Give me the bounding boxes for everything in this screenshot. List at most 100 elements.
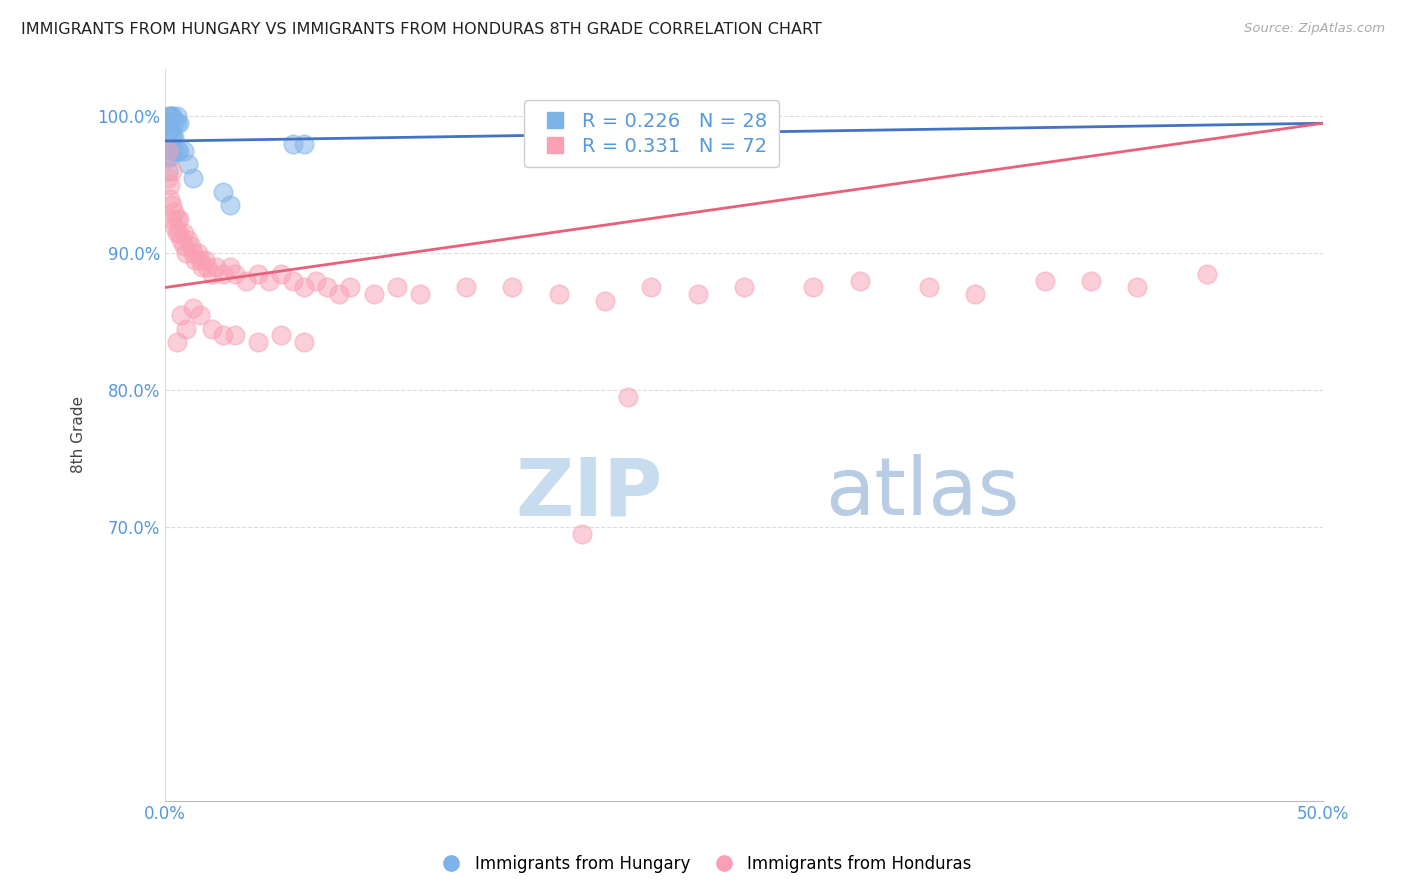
Point	[181, 171, 204, 186]
Point	[160, 110, 183, 124]
Point	[166, 144, 188, 158]
Point	[456, 280, 478, 294]
Point	[167, 116, 190, 130]
Point	[188, 253, 211, 268]
Point	[166, 110, 188, 124]
Point	[259, 274, 281, 288]
Point	[163, 116, 186, 130]
Point	[571, 526, 593, 541]
Point	[385, 280, 408, 294]
Text: ZIP: ZIP	[516, 454, 662, 533]
Point	[187, 246, 209, 260]
Point	[159, 151, 181, 165]
Point	[409, 287, 432, 301]
Point	[640, 280, 662, 294]
Point	[167, 226, 190, 240]
Point	[174, 321, 197, 335]
Point	[212, 328, 235, 343]
Point	[173, 144, 195, 158]
Point	[200, 267, 222, 281]
Point	[328, 287, 350, 301]
Point	[156, 151, 179, 165]
Point	[156, 164, 179, 178]
Point	[281, 136, 304, 151]
Point	[965, 287, 987, 301]
Point	[219, 260, 242, 274]
Point	[160, 110, 183, 124]
Point	[224, 267, 246, 281]
Point	[156, 110, 179, 124]
Point	[270, 328, 292, 343]
Point	[163, 144, 186, 158]
Point	[181, 246, 204, 260]
Point	[848, 274, 870, 288]
Point	[918, 280, 941, 294]
Point	[166, 335, 188, 350]
Point	[205, 260, 228, 274]
Point	[193, 253, 215, 268]
Point	[617, 390, 640, 404]
Point	[235, 274, 257, 288]
Point	[160, 164, 183, 178]
Point	[281, 274, 304, 288]
Text: Source: ZipAtlas.com: Source: ZipAtlas.com	[1244, 22, 1385, 36]
Point	[177, 157, 200, 171]
Legend: Immigrants from Hungary, Immigrants from Honduras: Immigrants from Hungary, Immigrants from…	[427, 848, 979, 880]
Point	[593, 294, 616, 309]
Point	[170, 233, 193, 247]
Point	[159, 116, 181, 130]
Point	[156, 171, 179, 186]
Point	[167, 144, 190, 158]
Point	[1195, 267, 1218, 281]
Text: atlas: atlas	[825, 454, 1019, 533]
Point	[163, 219, 186, 233]
Point	[163, 130, 186, 145]
Point	[363, 287, 385, 301]
Point	[547, 287, 569, 301]
Point	[159, 123, 181, 137]
Point	[270, 267, 292, 281]
Point	[160, 130, 183, 145]
Point	[305, 274, 328, 288]
Point	[188, 308, 211, 322]
Point	[181, 301, 204, 315]
Legend: R = 0.226   N = 28, R = 0.331   N = 72: R = 0.226 N = 28, R = 0.331 N = 72	[524, 100, 779, 168]
Point	[170, 308, 193, 322]
Point	[173, 226, 195, 240]
Text: IMMIGRANTS FROM HUNGARY VS IMMIGRANTS FROM HONDURAS 8TH GRADE CORRELATION CHART: IMMIGRANTS FROM HUNGARY VS IMMIGRANTS FR…	[21, 22, 823, 37]
Point	[200, 321, 222, 335]
Point	[212, 185, 235, 199]
Point	[166, 212, 188, 227]
Point	[1126, 280, 1149, 294]
Point	[159, 192, 181, 206]
Point	[1080, 274, 1102, 288]
Point	[160, 198, 183, 212]
Y-axis label: 8th Grade: 8th Grade	[72, 396, 86, 473]
Point	[292, 136, 315, 151]
Point	[339, 280, 361, 294]
Point	[174, 246, 197, 260]
Point	[166, 226, 188, 240]
Point	[801, 280, 824, 294]
Point	[167, 212, 190, 227]
Point	[292, 280, 315, 294]
Point	[159, 110, 181, 124]
Point	[686, 287, 709, 301]
Point	[1033, 274, 1056, 288]
Point	[159, 123, 181, 137]
Point	[184, 253, 207, 268]
Point	[733, 280, 755, 294]
Point	[219, 198, 242, 212]
Point	[173, 239, 195, 253]
Point	[160, 212, 183, 227]
Point	[163, 205, 186, 219]
Point	[246, 335, 269, 350]
Point	[160, 130, 183, 145]
Point	[160, 144, 183, 158]
Point	[191, 260, 214, 274]
Point	[212, 267, 235, 281]
Point	[195, 260, 218, 274]
Point	[224, 328, 246, 343]
Point	[316, 280, 339, 294]
Point	[246, 267, 269, 281]
